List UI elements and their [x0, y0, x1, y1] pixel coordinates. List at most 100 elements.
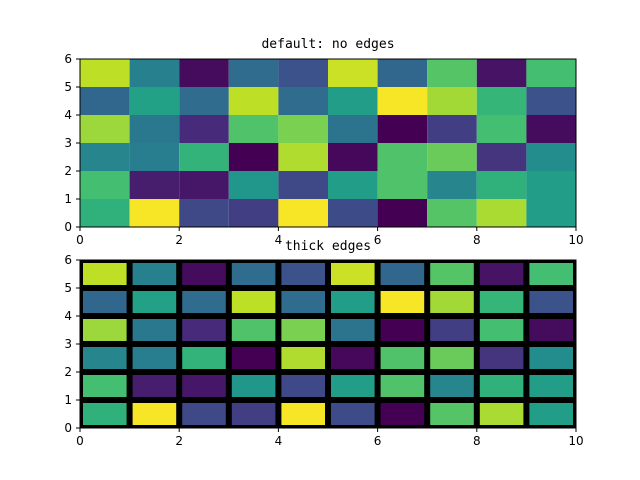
heatmap-cell-r3-c5 — [328, 143, 378, 171]
heatmap-cell-r5-c6 — [380, 403, 425, 425]
heatmap-cell-r2-c4 — [281, 319, 325, 341]
heatmap-cell-r2-c1 — [129, 115, 180, 143]
heatmap-cell-r3-c8 — [479, 347, 524, 369]
heatmap-cell-r4-c0 — [83, 375, 127, 397]
heatmap-cell-r3-c4 — [278, 143, 328, 171]
heatmap-cell-r1-c9 — [529, 291, 573, 313]
heatmap-cell-r2-c0 — [83, 319, 127, 341]
heatmap-cell-r1-c4 — [278, 87, 328, 115]
heatmap-cell-r1-c7 — [430, 291, 474, 313]
heatmap-cell-r5-c0 — [80, 199, 130, 227]
heatmap-cell-r1-c4 — [281, 291, 325, 313]
heatmap-cell-r5-c4 — [278, 199, 328, 227]
top-heatmap-cells — [80, 59, 576, 227]
heatmap-cell-r5-c7 — [430, 403, 474, 425]
heatmap-cell-r2-c2 — [182, 319, 226, 341]
heatmap-cell-r1-c9 — [526, 87, 576, 115]
heatmap-cell-r0-c7 — [427, 59, 477, 87]
heatmap-cell-r0-c9 — [526, 59, 576, 87]
heatmap-cell-r0-c8 — [476, 59, 527, 87]
heatmap-cell-r1-c2 — [179, 87, 229, 115]
heatmap-cell-r1-c8 — [479, 291, 524, 313]
heatmap-cell-r4-c3 — [228, 171, 279, 199]
heatmap-cell-r1-c8 — [476, 87, 527, 115]
heatmap-cell-r4-c5 — [331, 375, 375, 397]
heatmap-cell-r2-c1 — [132, 319, 177, 341]
heatmap-cell-r3-c9 — [526, 143, 576, 171]
heatmap-cell-r4-c4 — [278, 171, 328, 199]
x-tick-label-8: 8 — [473, 233, 481, 247]
heatmap-cell-r3-c7 — [430, 347, 474, 369]
heatmap-cell-r0-c4 — [278, 59, 328, 87]
heatmap-cell-r4-c2 — [179, 171, 229, 199]
heatmap-cell-r5-c5 — [328, 199, 378, 227]
heatmap-cell-r0-c1 — [129, 59, 180, 87]
top-axis-ticks: 0 2 4 6 8 10 0 1 2 3 4 5 6 — [64, 52, 583, 247]
heatmap-cell-r2-c9 — [529, 319, 573, 341]
heatmap-cell-r0-c3 — [231, 263, 276, 285]
y-tick-label-2: 2 — [64, 164, 72, 178]
heatmap-cell-r0-c2 — [182, 263, 226, 285]
heatmap-cell-r1-c1 — [129, 87, 180, 115]
heatmap-cell-r5-c4 — [281, 403, 325, 425]
bottom-heatmap-axes: thick edges 0 2 4 6 8 10 0 1 2 3 4 5 6 — [64, 239, 583, 448]
heatmap-cell-r3-c1 — [132, 347, 177, 369]
bottom-heatmap-cells — [80, 260, 576, 428]
top-chart-title: default: no edges — [261, 37, 394, 52]
heatmap-cell-r5-c1 — [132, 403, 177, 425]
heatmap-cell-r3-c2 — [179, 143, 229, 171]
heatmap-cell-r3-c2 — [182, 347, 226, 369]
heatmap-cell-r2-c5 — [331, 319, 375, 341]
heatmap-cell-r4-c2 — [182, 375, 226, 397]
top-axes-frame — [79, 58, 577, 228]
heatmap-cell-r3-c8 — [476, 143, 527, 171]
heatmap-cell-r4-c0 — [80, 171, 130, 199]
heatmap-cell-r1-c1 — [132, 291, 177, 313]
heatmap-cell-r3-c9 — [529, 347, 573, 369]
heatmap-cell-r3-c4 — [281, 347, 325, 369]
heatmap-cell-r2-c6 — [377, 115, 428, 143]
heatmap-cell-r3-c6 — [380, 347, 425, 369]
x-tick-label-2: 2 — [175, 434, 183, 448]
heatmap-cell-r0-c0 — [83, 263, 127, 285]
heatmap-cell-r4-c7 — [430, 375, 474, 397]
x-tick-label-6: 6 — [374, 233, 382, 247]
heatmap-cell-r1-c0 — [83, 291, 127, 313]
heatmap-cell-r3-c0 — [83, 347, 127, 369]
heatmap-cell-r0-c0 — [80, 59, 130, 87]
x-tick-label-0: 0 — [76, 434, 84, 448]
x-tick-label-10: 10 — [568, 233, 583, 247]
y-tick-label-4: 4 — [64, 309, 72, 323]
top-heatmap-axes: default: no edges 0 2 4 6 8 10 0 1 2 3 4 5 6 — [64, 37, 583, 247]
heatmap-cell-r2-c9 — [526, 115, 576, 143]
heatmap-cell-r4-c6 — [380, 375, 425, 397]
heatmap-cell-r0-c5 — [331, 263, 375, 285]
y-tick-label-1: 1 — [64, 192, 72, 206]
heatmap-cell-r2-c2 — [179, 115, 229, 143]
y-tick-label-5: 5 — [64, 281, 72, 295]
heatmap-cell-r2-c4 — [278, 115, 328, 143]
heatmap-cell-r2-c7 — [427, 115, 477, 143]
heatmap-cell-r2-c8 — [479, 319, 524, 341]
heatmap-cell-r0-c3 — [228, 59, 279, 87]
heatmap-cell-r1-c5 — [331, 291, 375, 313]
heatmap-cell-r0-c6 — [380, 263, 425, 285]
y-tick-label-0: 0 — [64, 220, 72, 234]
x-tick-label-10: 10 — [568, 434, 583, 448]
heatmap-cell-r4-c5 — [328, 171, 378, 199]
heatmap-cell-r0-c5 — [328, 59, 378, 87]
heatmap-cell-r5-c3 — [228, 199, 279, 227]
y-tick-label-0: 0 — [64, 421, 72, 435]
heatmap-cell-r3-c3 — [228, 143, 279, 171]
heatmap-cell-r4-c8 — [479, 375, 524, 397]
x-tick-label-4: 4 — [275, 434, 283, 448]
heatmap-cell-r2-c5 — [328, 115, 378, 143]
x-tick-label-6: 6 — [374, 434, 382, 448]
y-tick-label-3: 3 — [64, 136, 72, 150]
heatmap-cell-r0-c8 — [479, 263, 524, 285]
heatmap-cell-r3-c7 — [427, 143, 477, 171]
heatmap-cell-r4-c1 — [132, 375, 177, 397]
heatmap-cell-r5-c1 — [129, 199, 180, 227]
cell-edge-background — [80, 260, 576, 428]
